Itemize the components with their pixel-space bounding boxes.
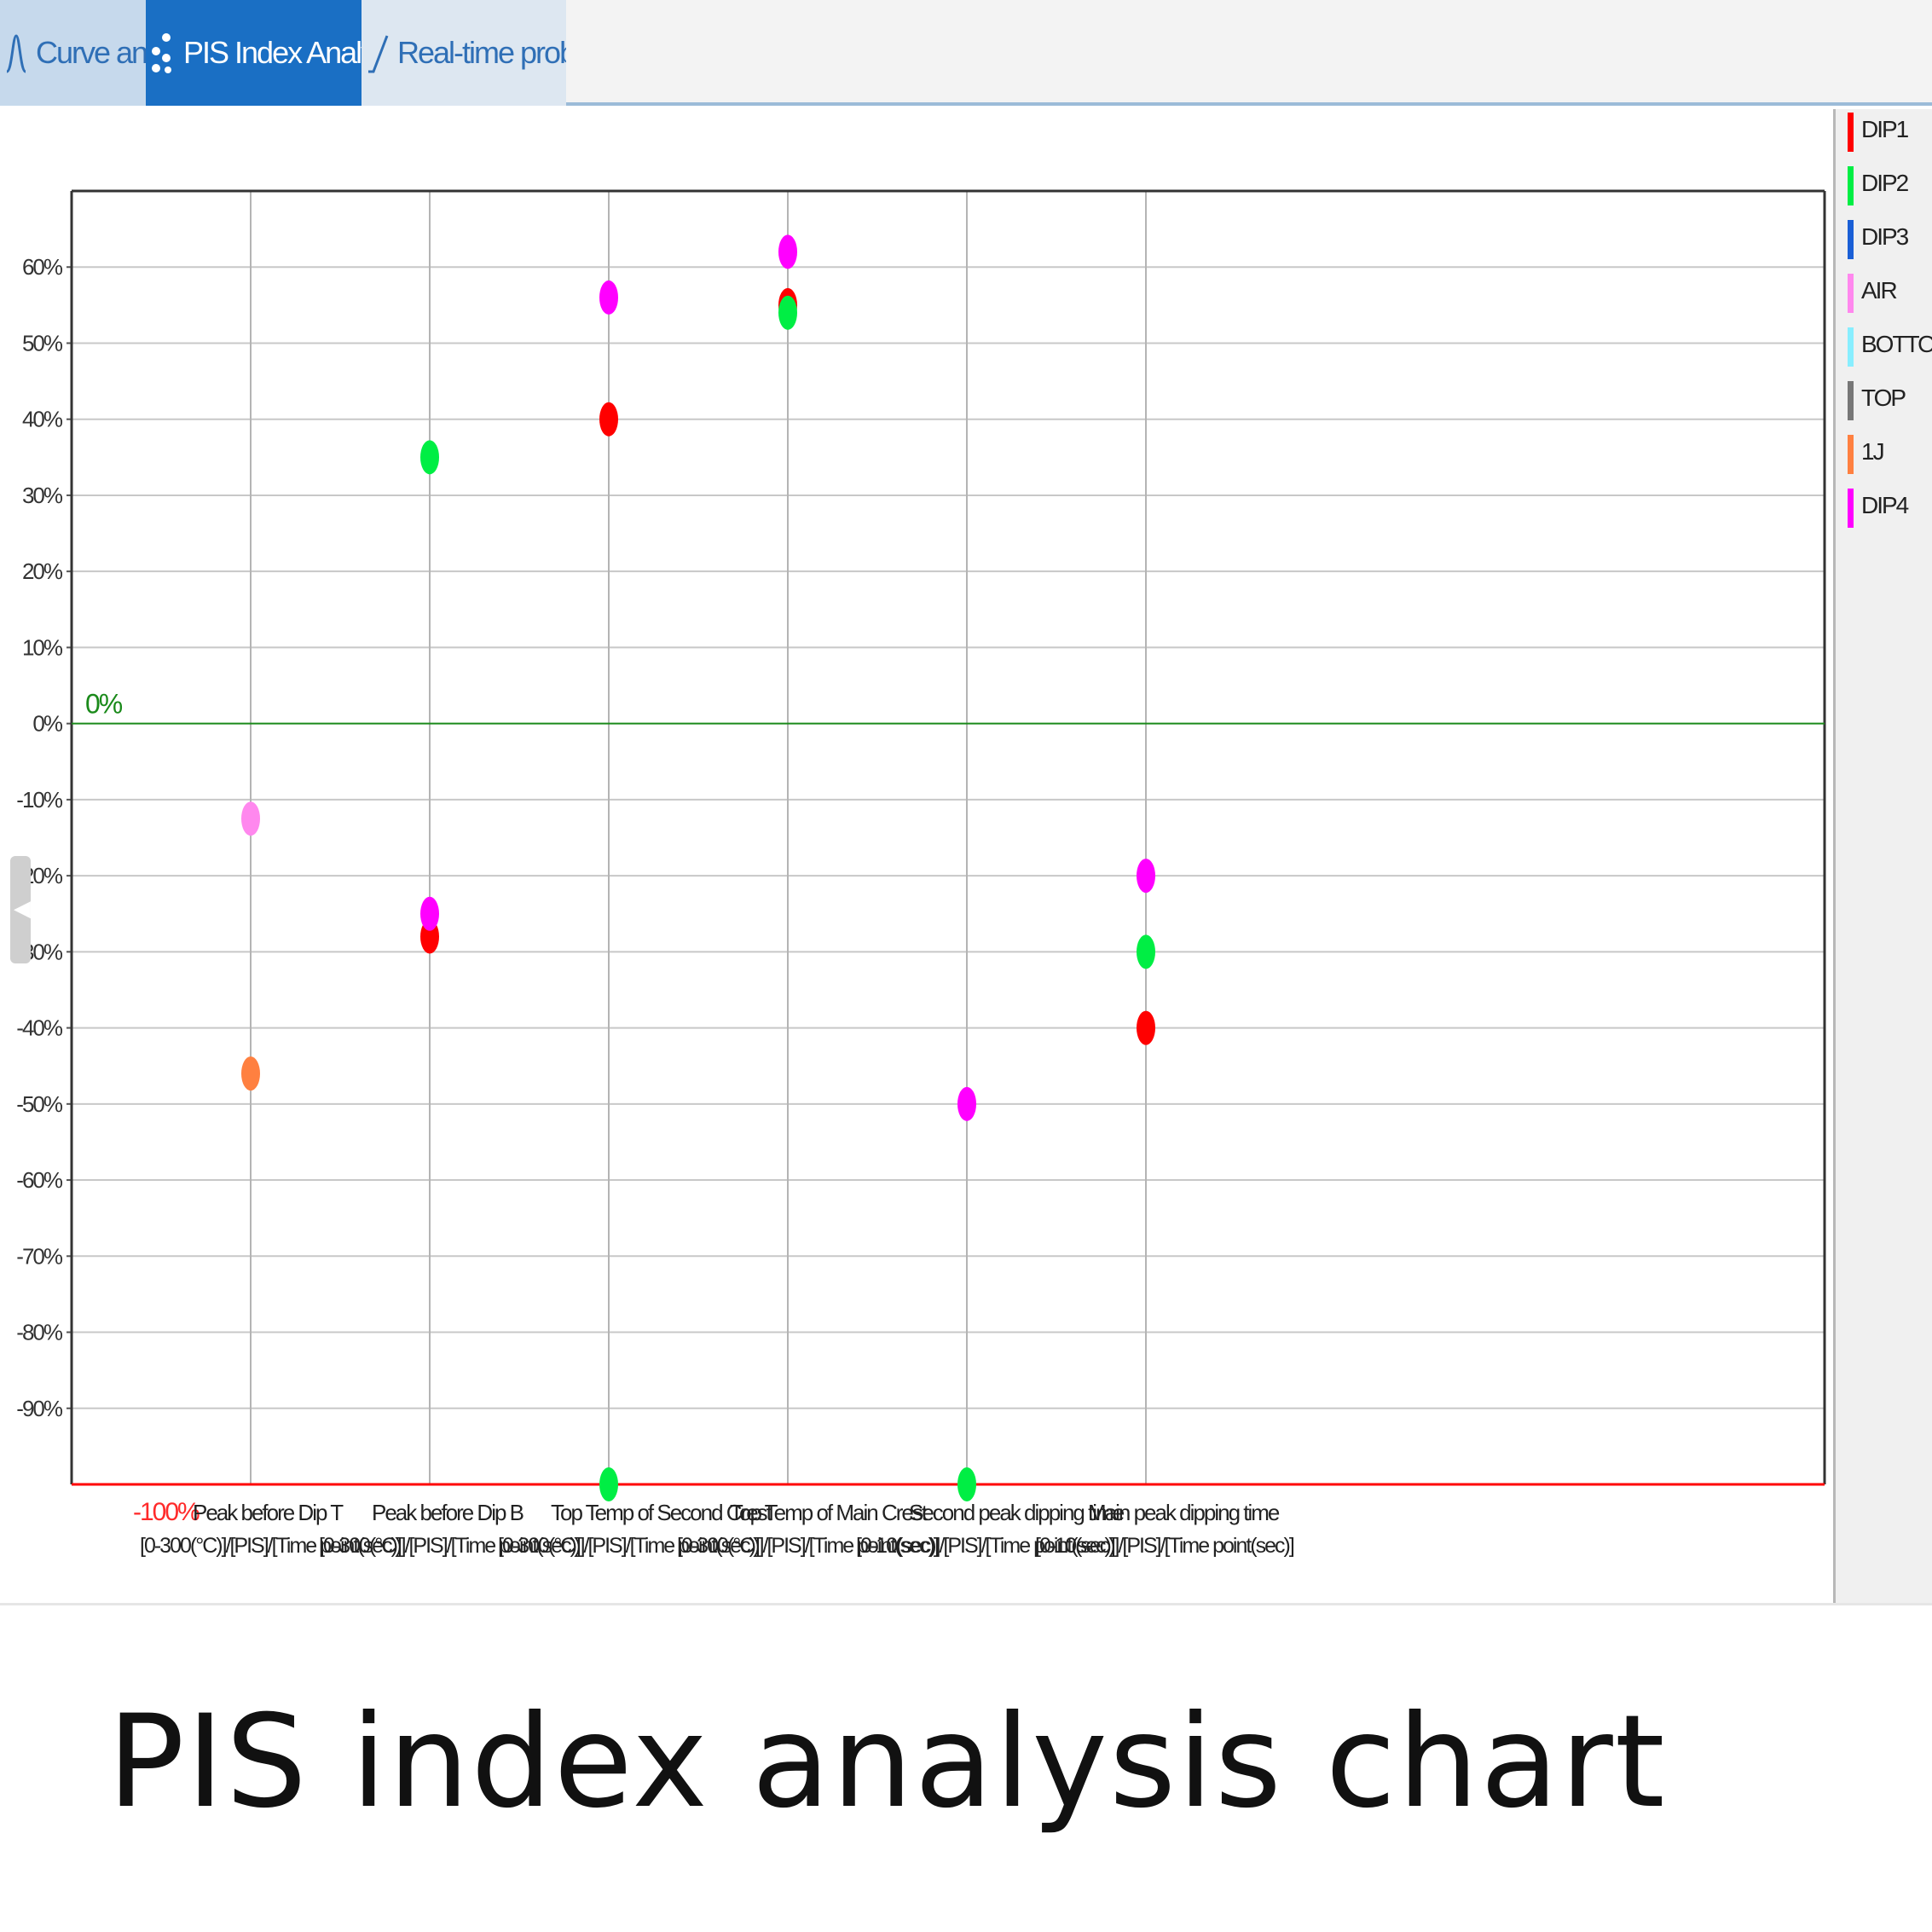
y-tick-label: 30%: [22, 483, 63, 508]
y-tick-label: 60%: [22, 254, 63, 280]
data-point-dip1: [599, 402, 618, 437]
x-category-range: [0-10(sec)]/[PIS]/[Time point(sec)]: [856, 1534, 1115, 1558]
pis-scatter-chart: 60%50%40%30%20%10%0%-10%-20%-30%-40%-50%…: [16, 189, 1826, 1558]
y-tick-label: -70%: [16, 1243, 63, 1269]
curve-icon: [5, 34, 27, 73]
y-tick-label: 40%: [22, 407, 63, 432]
data-point-dip4: [420, 896, 439, 931]
x-category-label: Peak before Dip T: [193, 1500, 344, 1525]
x-category-range: [0-300(°C)]/[PIS]/[Time point(sec)]: [140, 1534, 402, 1558]
legend-swatch: [1848, 381, 1854, 420]
tab-curve-analysis[interactable]: Curve analysis: [0, 0, 146, 106]
legend-swatch: [1848, 435, 1854, 474]
y-tick-label: 0%: [32, 711, 62, 737]
legend-label: 1J: [1861, 438, 1885, 465]
chart-panel: 60% 50% 40% 30% 20% 10% 0% -10% -20% -30% -40% -50%…: [0, 109, 1833, 1603]
x-category-label: Peak before Dip B: [372, 1500, 523, 1525]
legend-swatch: [1848, 113, 1854, 152]
collapse-handle[interactable]: ◀: [10, 856, 31, 963]
data-point-dip2: [778, 295, 797, 330]
tab-label: PIS Index Analysis chart: [183, 35, 362, 70]
y-tick-label: -50%: [16, 1091, 63, 1117]
chart-legend: DIP1 DIP2 DIP3 AIR BOTTOM TOP 1J DIP4: [1836, 109, 1932, 1603]
data-point-dip4: [1137, 859, 1155, 894]
x-category-range: [0-300(°C)]/[PIS]/[Time point(sec)]: [319, 1534, 581, 1558]
tab-label: Curve analysis: [36, 35, 146, 70]
data-point-dip4: [778, 234, 797, 269]
data-point-1j: [241, 1056, 260, 1091]
data-point-dip1: [1137, 1010, 1155, 1045]
x-category-label: Top Temp of Second Crest: [551, 1500, 773, 1525]
legend-label: TOP: [1861, 385, 1906, 411]
tab-label: Real-time probe data: [397, 35, 566, 70]
tab-bar: Curve analysis PIS Index Analysis chart …: [0, 0, 1932, 106]
scatter-icon: [152, 33, 171, 73]
data-point-dip4: [957, 1086, 976, 1121]
y-tick-label: -90%: [16, 1396, 63, 1421]
tab-real-time-probe-data[interactable]: Real-time probe data: [362, 0, 566, 106]
y-tick-label: -80%: [16, 1320, 63, 1345]
x-category-label: Second peak dipping time: [909, 1500, 1125, 1525]
tab-pis-index-analysis-chart[interactable]: PIS Index Analysis chart: [146, 0, 362, 106]
legend-label: DIP4: [1861, 492, 1909, 518]
x-category-range: [0-10(sec)]/[PIS]/[Time point(sec)]: [1035, 1534, 1294, 1558]
legend-swatch: [1848, 327, 1854, 367]
data-point-dip2: [420, 440, 439, 475]
data-point-dip2: [599, 1467, 618, 1501]
probe-line-icon: [368, 35, 389, 73]
min-line-label: -100%: [133, 1498, 200, 1526]
legend-label: DIP1: [1861, 116, 1909, 142]
legend-label: DIP3: [1861, 223, 1909, 250]
image-caption: PIS index analysis chart: [107, 1688, 1667, 1837]
zero-line-label: 0%: [85, 689, 123, 720]
y-tick-label: 20%: [22, 558, 63, 584]
data-point-dip4: [599, 280, 618, 315]
y-tick-label: -40%: [16, 1015, 63, 1041]
chevron-left-icon: ◀: [14, 895, 31, 921]
data-point-dip2: [957, 1467, 976, 1501]
legend-swatch: [1848, 220, 1854, 259]
x-category-range: [0-300(°C)]/[PIS]/[Time point(sec)]: [677, 1534, 939, 1558]
x-category-range: [0-300(°C)]/[PIS]/[Time point(sec)]: [498, 1534, 760, 1558]
data-point-dip2: [1137, 934, 1155, 969]
legend-label: DIP2: [1861, 170, 1909, 196]
y-tick-label: -60%: [16, 1167, 63, 1193]
legend-label: BOTTOM: [1861, 331, 1932, 357]
y-tick-label: 50%: [22, 330, 63, 356]
panel-divider: [1833, 109, 1836, 1603]
x-category-label: Top Temp of Main Crest: [730, 1500, 928, 1525]
legend-swatch: [1848, 489, 1854, 528]
panel-bottom-rule: [0, 1603, 1932, 1605]
data-point-air: [241, 801, 260, 836]
legend-swatch: [1848, 274, 1854, 313]
y-tick-label: 10%: [22, 634, 63, 660]
legend-swatch: [1848, 166, 1854, 205]
y-tick-label: -10%: [16, 787, 63, 813]
legend-label: AIR: [1861, 277, 1898, 304]
x-category-label: Main peak dipping time: [1088, 1500, 1280, 1525]
